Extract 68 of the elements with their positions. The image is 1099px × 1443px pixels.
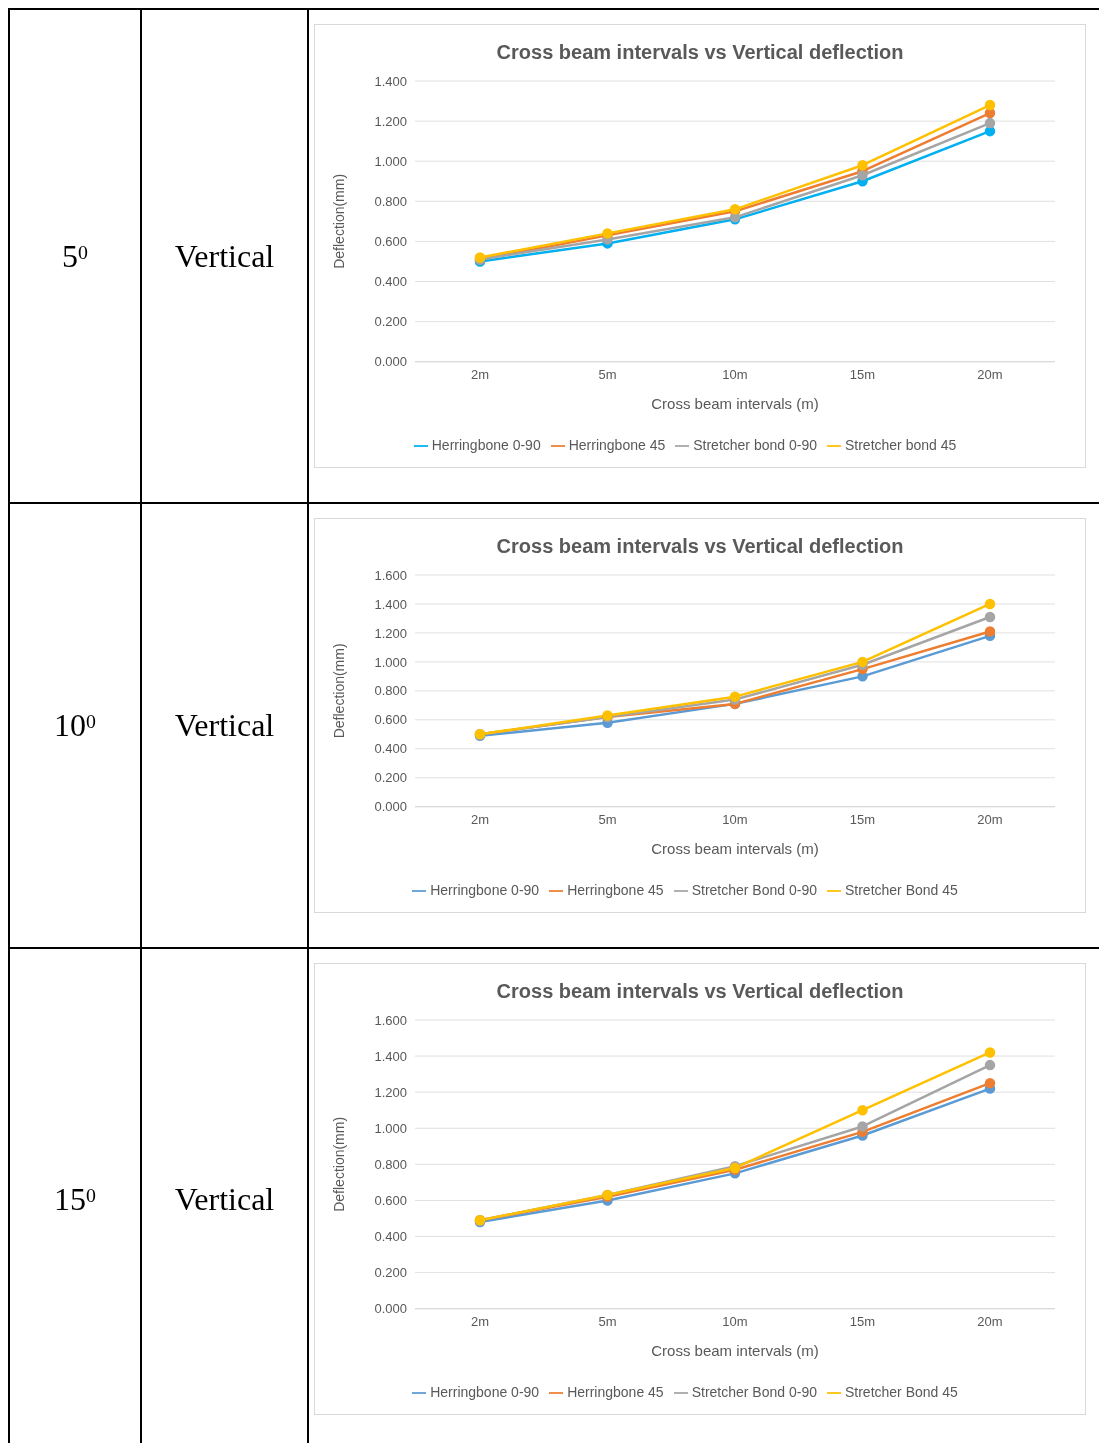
legend-label: Stretcher Bond 45 — [844, 1383, 958, 1400]
y-tick-label: 1.400 — [374, 73, 407, 89]
legend-label: Stretcher Bond 0-90 — [691, 1383, 817, 1400]
legend-label: Herringbone 45 — [568, 436, 666, 453]
chart-title: Cross beam intervals vs Vertical deflection — [495, 534, 905, 559]
text: Vertical — [142, 504, 309, 947]
x-axis-title: Cross beam intervals (m) — [651, 839, 819, 857]
legend-label: Stretcher Bond 0-90 — [691, 881, 817, 898]
text: 5$^{0}$ — [10, 10, 142, 502]
y-tick-label: 1.000 — [374, 654, 407, 670]
y-tick-label: 0.200 — [374, 770, 407, 786]
y-tick-label: 0.800 — [374, 193, 407, 209]
y-tick-label: 0.600 — [374, 234, 407, 250]
y-tick-label: 0.600 — [374, 712, 407, 728]
x-tick-label: 15m — [849, 811, 876, 827]
x-tick-label: 20m — [977, 1313, 1003, 1329]
text: 15$^{0}$ — [10, 949, 142, 1443]
y-tick-label: 1.600 — [374, 1012, 407, 1028]
text: Vertical — [142, 10, 309, 502]
y-tick-label: 0.200 — [374, 314, 407, 330]
y-tick-label: 1.400 — [374, 1048, 407, 1064]
x-axis-title: Cross beam intervals (m) — [651, 1341, 819, 1359]
x-axis-title: Cross beam intervals (m) — [651, 394, 819, 412]
y-tick-label: 0.200 — [374, 1265, 407, 1281]
x-tick-label: 20m — [977, 366, 1003, 382]
y-tick-label: 0.800 — [374, 1156, 407, 1172]
x-tick-label: 5m — [598, 1313, 617, 1329]
y-tick-label: 1.600 — [374, 567, 407, 583]
y-tick-label: 1.000 — [374, 153, 407, 169]
x-tick-label: 10m — [722, 811, 748, 827]
x-tick-label: 10m — [722, 1313, 748, 1329]
y-tick-label: 0.000 — [374, 799, 407, 815]
x-tick-label: 5m — [598, 811, 617, 827]
x-tick-label: 2m — [470, 366, 490, 382]
y-tick-label: 0.400 — [374, 1229, 407, 1245]
y-tick-label: 1.200 — [374, 113, 407, 129]
legend-label: Herringbone 0-90 — [431, 436, 541, 453]
legend-label: Herringbone 0-90 — [430, 881, 540, 898]
chart-title: Cross beam intervals vs Vertical deflection — [495, 40, 905, 65]
y-axis-title: Deflection(mm) — [330, 643, 347, 739]
x-tick-label: 10m — [722, 366, 748, 382]
y-tick-label: 0.400 — [374, 741, 407, 757]
y-tick-label: 1.200 — [374, 1084, 407, 1100]
x-tick-label: 15m — [849, 1313, 876, 1329]
x-tick-label: 15m — [849, 366, 876, 382]
y-tick-label: 0.600 — [374, 1193, 407, 1209]
y-axis-title: Deflection(mm) — [330, 1116, 347, 1212]
y-axis-title: Deflection(mm) — [330, 173, 347, 269]
y-tick-label: 1.400 — [374, 596, 407, 612]
y-tick-label: 0.400 — [374, 274, 407, 290]
y-tick-label: 0.000 — [374, 1301, 407, 1317]
legend-label: Stretcher bond 45 — [844, 436, 957, 453]
x-tick-label: 2m — [470, 811, 490, 827]
legend-label: Stretcher Bond 45 — [844, 881, 958, 898]
text: 10$^{0}$ — [10, 504, 142, 947]
x-tick-label: 20m — [977, 811, 1003, 827]
legend-label: Herringbone 0-90 — [430, 1383, 540, 1400]
chart-title: Cross beam intervals vs Vertical deflection — [495, 979, 905, 1004]
legend-label: Stretcher bond 0-90 — [693, 436, 817, 453]
legend-label: Herringbone 45 — [567, 1383, 664, 1400]
y-tick-label: 0.000 — [374, 354, 407, 370]
x-tick-label: 5m — [598, 366, 617, 382]
legend-label: Herringbone 45 — [567, 881, 664, 898]
y-tick-label: 1.000 — [374, 1120, 407, 1136]
x-tick-label: 2m — [470, 1313, 490, 1329]
text: Vertical — [142, 949, 309, 1443]
y-tick-label: 1.200 — [374, 625, 407, 641]
y-tick-label: 0.800 — [374, 683, 407, 699]
